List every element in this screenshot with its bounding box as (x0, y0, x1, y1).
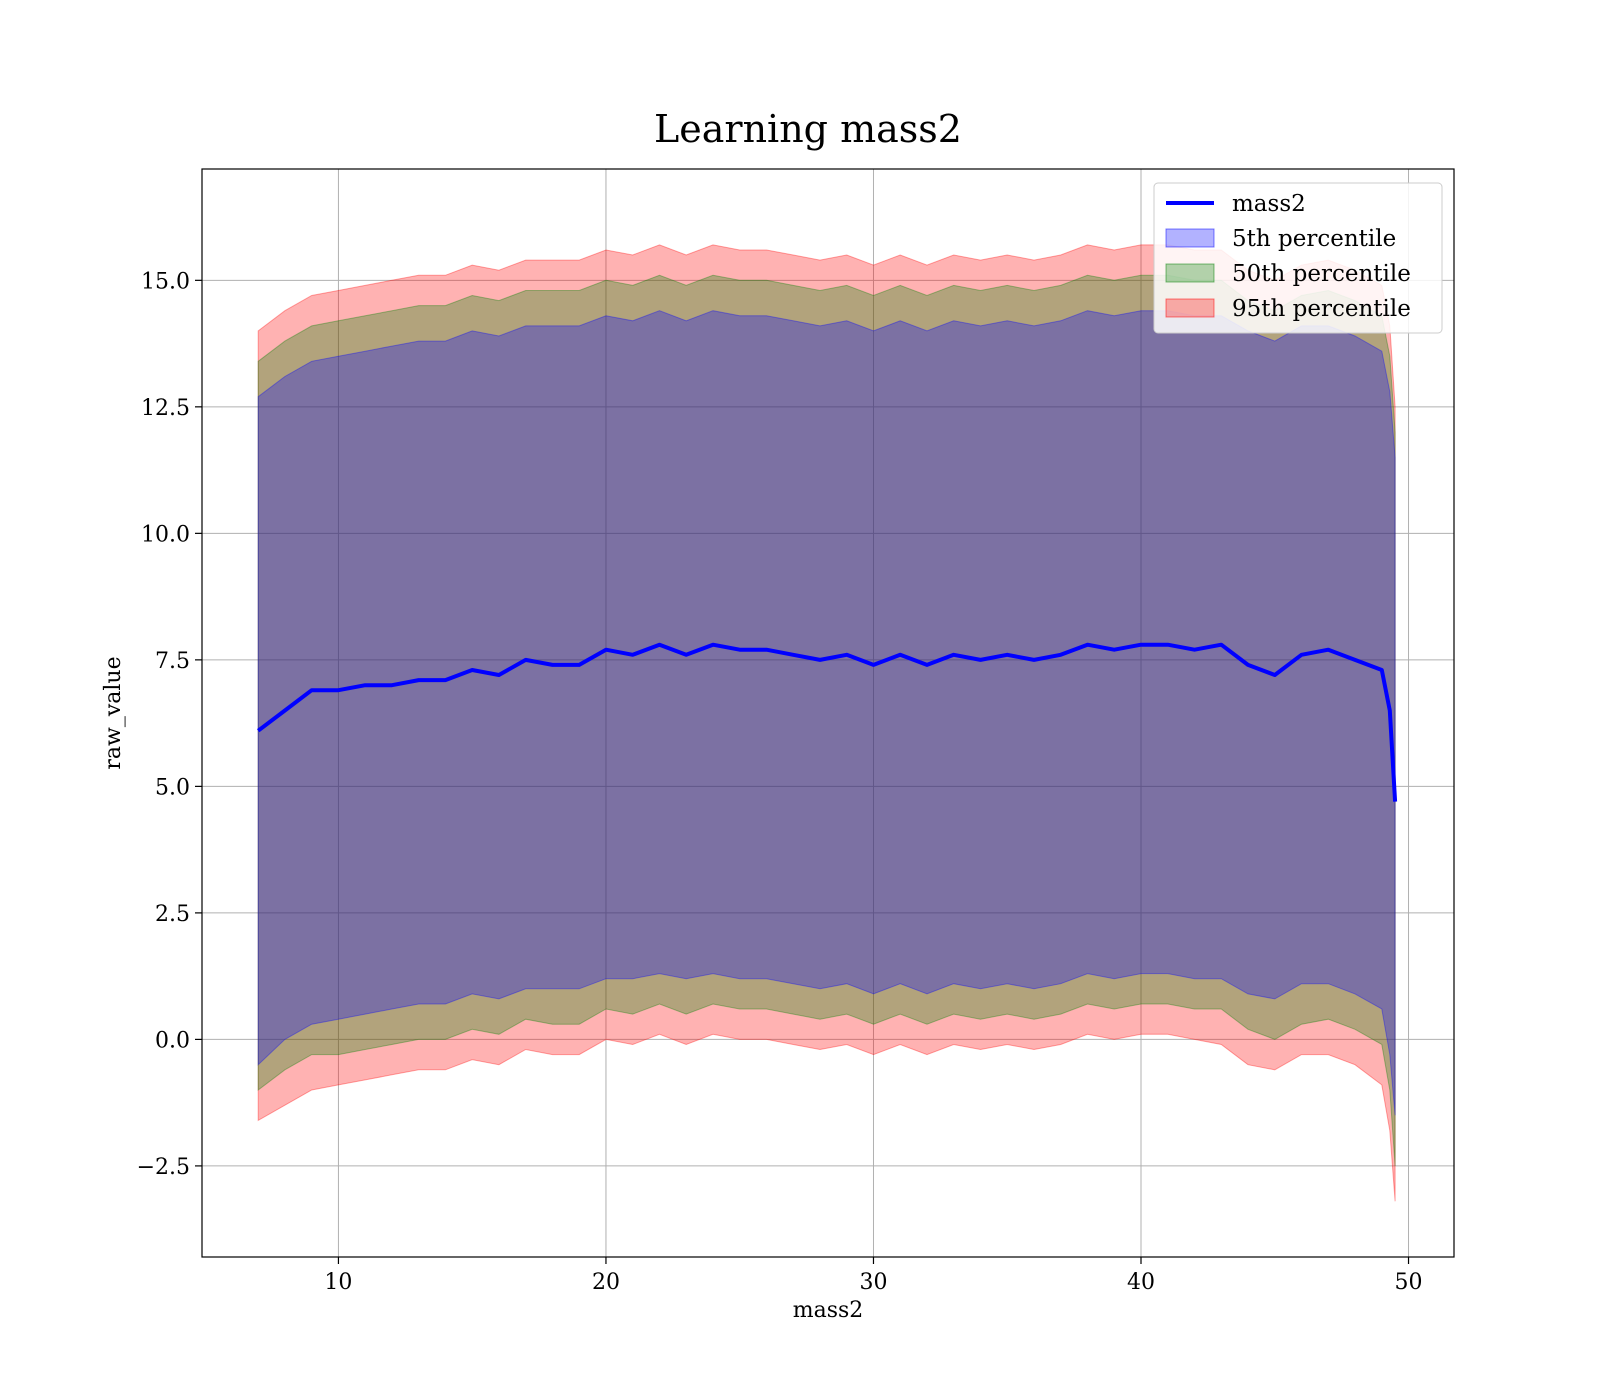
legend-label: 5th percentile (1232, 226, 1396, 252)
x-tick-label: 40 (1127, 1270, 1155, 1295)
legend-swatch-50th-percentile (1165, 263, 1215, 283)
grid-lines (202, 169, 1454, 1257)
band-50th-percentile (257, 274, 1396, 1166)
legend: mass2 5th percentile 50th percentile 95th p… (1153, 182, 1443, 334)
plot-frame (201, 168, 1455, 1258)
y-tick-label: 7.5 (155, 649, 190, 674)
x-tick-label: 10 (324, 1270, 352, 1295)
x-tick-label: 30 (859, 1270, 887, 1295)
legend-box (1153, 182, 1443, 334)
series-lines (256, 642, 1398, 802)
y-tick-label: 10.0 (141, 522, 190, 547)
x-tick-label: 20 (592, 1270, 620, 1295)
y-tick-label: 2.5 (155, 902, 190, 927)
legend-label: mass2 (1232, 191, 1306, 217)
x-axis-title: mass2 (793, 1298, 864, 1323)
y-tick-label: 15.0 (141, 269, 190, 294)
y-tick-label: 12.5 (141, 396, 190, 421)
x-tick-label: 50 (1395, 1270, 1423, 1295)
chart-title: Learning mass2 (654, 107, 962, 151)
legend-label: 95th percentile (1232, 296, 1411, 322)
axis-ticks: 10 20 30 40 50 −2.5 0.0 2.5 5.0 7.5 10.0 12.5 15.0 (137, 269, 1423, 1295)
percentile-bands (257, 244, 1396, 1202)
legend-label: 50th percentile (1232, 261, 1411, 287)
legend-swatch-5th-percentile (1165, 228, 1215, 248)
plot-area (202, 169, 1454, 1257)
y-tick-label: 5.0 (155, 775, 190, 800)
y-axis-title: raw_value (101, 656, 126, 769)
series-line-mass2 (256, 642, 1398, 802)
band-95th-percentile (257, 244, 1396, 1202)
y-tick-label: 0.0 (155, 1028, 190, 1053)
y-tick-label: −2.5 (137, 1155, 190, 1180)
legend-swatch-95th-percentile (1165, 298, 1215, 318)
band-5th-percentile (257, 310, 1396, 1116)
